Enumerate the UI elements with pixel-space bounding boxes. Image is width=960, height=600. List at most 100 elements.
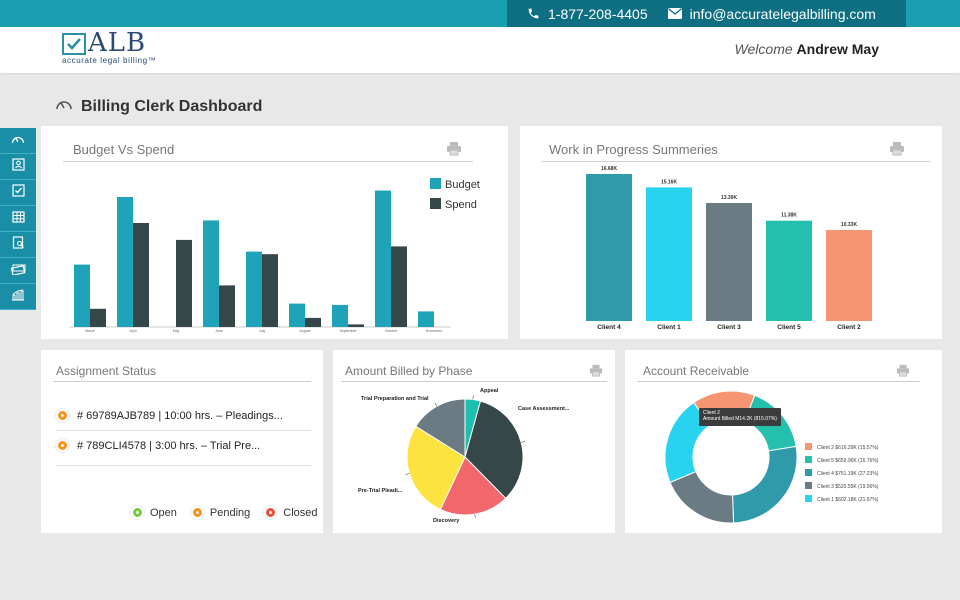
bar-budget — [332, 304, 348, 327]
status-legend: Open Pending Closed — [131, 506, 318, 519]
row-divider — [56, 465, 311, 466]
bar-budget — [375, 190, 391, 327]
legend-label: Spend — [445, 199, 477, 211]
legend-label: Client 1 $602.18K (21.97%) — [817, 497, 879, 503]
amount-billed-by-phase-card: Amount Billed by Phase Appeal Case Assess… — [333, 350, 615, 533]
print-icon[interactable] — [589, 364, 603, 382]
pending-status-icon — [56, 409, 69, 422]
wip-bar — [646, 187, 692, 321]
bar-spend — [348, 324, 364, 327]
budget-vs-spend-card: Budget Vs Spend March April May June July Aug… — [41, 126, 508, 339]
assignment-text: # 789CLI4578 | 3:00 hrs. – Trial Pre... — [77, 439, 261, 452]
welcome-label: Welcome — [734, 41, 793, 57]
donut-slice — [664, 401, 711, 484]
x-tick-label: March — [85, 329, 95, 333]
nav-billing[interactable] — [0, 258, 36, 284]
checkbox-logo-icon — [62, 33, 86, 55]
bar-spend — [305, 317, 321, 327]
pie-label: Trial Preparation and Trial — [361, 396, 429, 402]
pending-status-icon — [190, 506, 204, 519]
row-divider — [56, 430, 311, 431]
closed-status-icon — [264, 506, 278, 519]
wip-summaries-card: Work in Progress Summeries 16.68K Client … — [520, 126, 942, 339]
chart-tooltip: Client 2 Amount Billed M14.2K (815.07%) — [699, 408, 781, 426]
nav-dashboard[interactable] — [0, 128, 36, 154]
legend-swatch — [430, 178, 441, 189]
x-tick-label: Client 1 — [657, 324, 681, 331]
assignment-text: # 69789AJB789 | 10:00 hrs. – Pleadings..… — [77, 409, 283, 422]
nav-reports[interactable] — [0, 284, 36, 310]
dashboard-gauge-icon — [55, 96, 73, 117]
nav-contacts[interactable] — [0, 154, 36, 180]
bar-budget — [418, 311, 434, 327]
legend-open: Open — [131, 506, 177, 519]
nav-tasks[interactable] — [0, 180, 36, 206]
print-icon[interactable] — [896, 364, 910, 382]
assignment-item[interactable]: # 69789AJB789 | 10:00 hrs. – Pleadings..… — [56, 409, 283, 422]
tooltip-amount: Amount Billed M14.2K (815.07%) — [703, 416, 777, 422]
email-link[interactable]: info@accuratelegalbilling.com — [667, 6, 876, 22]
card-divider — [637, 381, 920, 382]
phone-icon — [527, 7, 540, 20]
wip-bar — [826, 229, 872, 321]
bar-spend — [133, 223, 149, 327]
bar-budget — [117, 197, 133, 327]
legend-label: Client 3 $520.55K (19.56%) — [817, 484, 879, 490]
envelope-icon — [667, 8, 682, 19]
donut-slice — [669, 470, 735, 524]
bar-budget — [246, 251, 262, 327]
card-title: Assignment Status — [56, 364, 157, 378]
phone-link[interactable]: 1-877-208-4405 — [527, 6, 648, 22]
card-divider — [341, 381, 607, 382]
nav-tables[interactable] — [0, 206, 36, 232]
x-tick-label: August — [300, 329, 311, 333]
pie-label: Discovery — [433, 518, 460, 524]
data-label: 15.16K — [661, 179, 678, 185]
page-title: Billing Clerk Dashboard — [55, 96, 262, 117]
pie-label: Appeal — [480, 388, 499, 394]
legend-swatch — [805, 469, 812, 476]
contact-strip: 1-877-208-4405 info@accuratelegalbilling… — [507, 0, 906, 27]
card-title: Account Receivable — [643, 364, 750, 378]
x-tick-label: Client 4 — [597, 324, 621, 331]
legend-swatch — [805, 482, 812, 489]
legend-swatch — [805, 456, 812, 463]
page-title-text: Billing Clerk Dashboard — [81, 97, 263, 115]
print-icon[interactable] — [446, 141, 462, 161]
user-name[interactable]: Andrew May — [796, 41, 879, 57]
legend-swatch — [805, 443, 812, 450]
app-header: ALB accurate legal billing™ Welcome Andr… — [0, 27, 960, 73]
pie-label: Pre-Trial Pleadi... — [358, 488, 403, 494]
wip-bar — [706, 202, 752, 321]
legend-closed: Closed — [264, 506, 318, 519]
bar-spend — [90, 308, 106, 327]
print-icon[interactable] — [889, 141, 905, 161]
x-tick-label: Client 2 — [837, 324, 861, 331]
data-label: 13.39K — [721, 195, 738, 201]
x-tick-label: July — [259, 329, 265, 333]
x-tick-label: September — [339, 329, 357, 333]
money-icon — [10, 262, 26, 280]
assignment-item[interactable]: # 789CLI4578 | 3:00 hrs. – Trial Pre... — [56, 439, 260, 452]
contact-card-icon — [11, 157, 25, 176]
alb-logo[interactable]: ALB accurate legal billing™ — [62, 30, 156, 65]
card-divider — [53, 381, 311, 382]
pie-slice — [464, 400, 524, 500]
phase-pie-chart: Appeal Case Assessment... Discovery Pre-Tri… — [358, 388, 570, 524]
welcome-message: Welcome Andrew May — [735, 41, 879, 57]
legend-swatch — [805, 495, 812, 502]
legend-swatch — [430, 198, 441, 209]
document-search-icon — [12, 235, 25, 254]
wip-bar — [766, 220, 812, 321]
bar-spend — [219, 285, 235, 327]
nav-documents[interactable] — [0, 232, 36, 258]
x-tick-label: June — [215, 329, 223, 333]
donut-slice — [731, 445, 798, 524]
top-contact-bar: 1-877-208-4405 info@accuratelegalbilling… — [0, 0, 960, 27]
pie-slice — [415, 398, 466, 458]
legend-label: Client 4 $751.19K (27.23%) — [817, 471, 879, 477]
leader-line — [474, 514, 476, 519]
bar-spend — [391, 246, 407, 327]
phone-number: 1-877-208-4405 — [548, 5, 648, 22]
gauge-icon — [11, 132, 25, 150]
